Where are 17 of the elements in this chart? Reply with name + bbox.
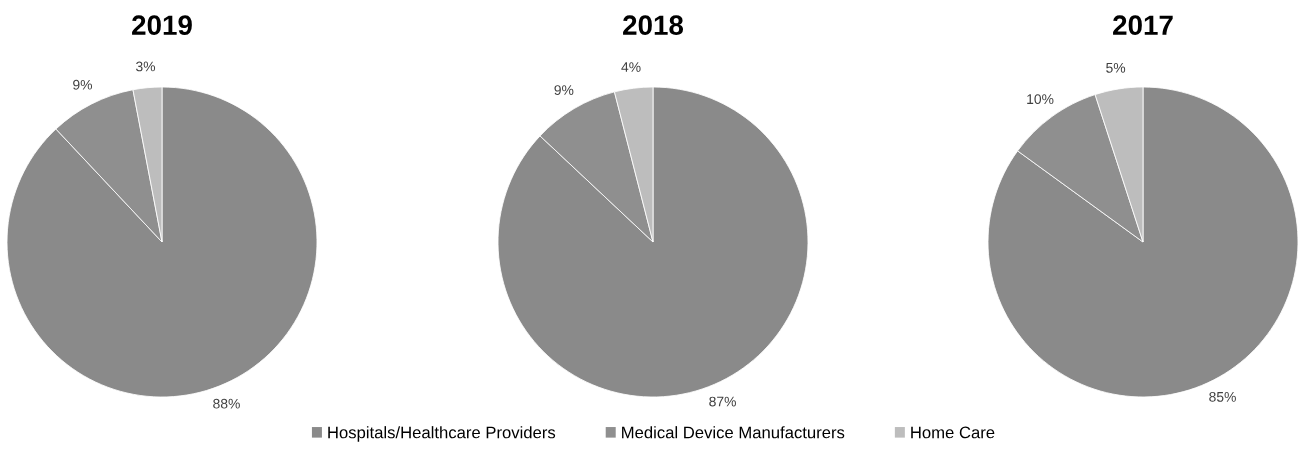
chart-title: 2019 — [132, 15, 192, 36]
data-label: 3% — [136, 61, 156, 72]
pie-slice — [497, 86, 809, 398]
data-label: 5% — [1106, 62, 1126, 73]
chart-title: 2018 — [623, 15, 684, 36]
data-label: 4% — [621, 62, 641, 72]
chart-title: 2017 — [1113, 15, 1173, 36]
data-label: 10% — [1027, 94, 1054, 105]
data-label: 9% — [73, 79, 93, 90]
legend-label: Hospitals/Healthcare Providers — [328, 426, 556, 442]
data-label: 87% — [709, 396, 736, 407]
legend-label: Home Care — [911, 426, 995, 439]
legend-label: Medical Device Manufacturers — [622, 426, 845, 439]
data-label: 88% — [213, 398, 240, 409]
pie-slice — [55, 89, 163, 243]
data-label: 85% — [1209, 391, 1236, 402]
data-label: 9% — [554, 85, 574, 95]
